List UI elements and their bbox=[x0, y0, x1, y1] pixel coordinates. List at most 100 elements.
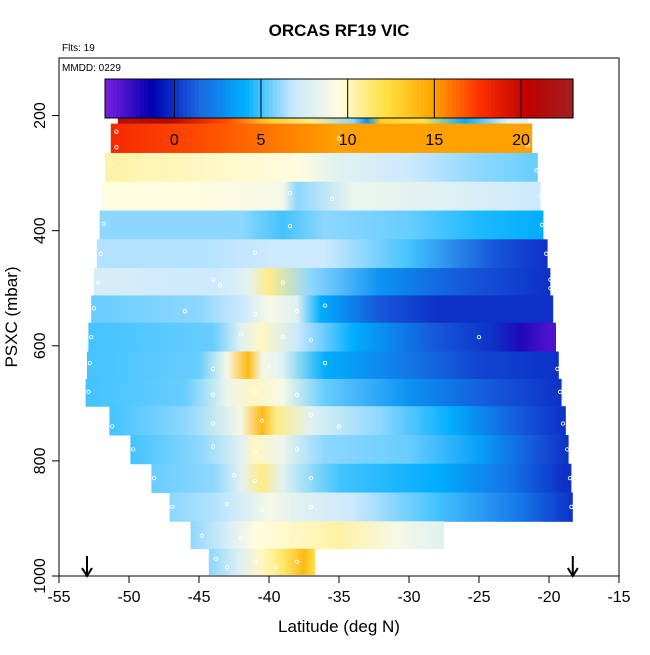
colorbar-swatch bbox=[495, 79, 500, 118]
heatmap-band bbox=[169, 492, 573, 522]
colorbar-swatch bbox=[491, 79, 496, 118]
colorbar-swatch bbox=[183, 79, 188, 118]
observation-point bbox=[322, 360, 328, 366]
colorbar-swatch bbox=[335, 79, 340, 118]
colorbar-swatch bbox=[292, 79, 297, 118]
x-tick-label: -25 bbox=[467, 589, 490, 606]
colorbar-swatch bbox=[147, 79, 153, 118]
colorbar-swatch bbox=[374, 79, 379, 118]
observation-point bbox=[569, 504, 574, 510]
colorbar-swatch bbox=[249, 79, 254, 118]
heatmap-bands bbox=[85, 93, 573, 576]
observation-point bbox=[294, 392, 300, 397]
colorbar-swatch bbox=[479, 79, 484, 118]
observation-point bbox=[294, 559, 300, 564]
colorbar-swatch bbox=[565, 79, 570, 118]
observation-point bbox=[308, 412, 314, 417]
colorbar-swatch bbox=[159, 79, 165, 118]
observation-point bbox=[548, 286, 553, 291]
observation-point bbox=[252, 250, 258, 255]
colorbar-swatch bbox=[502, 79, 508, 118]
colorbar-swatch bbox=[366, 79, 371, 118]
colorbar-tick-label: 5 bbox=[257, 132, 266, 149]
colorbar-swatch bbox=[417, 79, 422, 118]
observation-point bbox=[308, 337, 314, 343]
colorbar-swatch bbox=[167, 79, 172, 118]
colorbar-swatch bbox=[557, 79, 562, 118]
heatmap-band bbox=[91, 295, 554, 324]
heatmap-band bbox=[85, 378, 562, 407]
colorbar-swatch bbox=[303, 79, 309, 118]
colorbar-swatch bbox=[549, 79, 555, 118]
observation-point bbox=[329, 196, 335, 202]
observation-point bbox=[108, 162, 113, 167]
colorbar-swatch bbox=[471, 79, 477, 118]
y-axis-label: PSXC (mbar) bbox=[2, 266, 21, 367]
colorbar-swatch bbox=[409, 79, 414, 118]
colorbar-swatch bbox=[202, 79, 207, 118]
x-axis-label: Latitude (deg N) bbox=[278, 617, 400, 636]
colorbar-swatch bbox=[401, 79, 406, 118]
observation-point bbox=[252, 559, 258, 564]
colorbar-swatch bbox=[413, 79, 418, 118]
observation-point bbox=[336, 424, 342, 429]
colorbar-swatch bbox=[323, 79, 328, 118]
colorbar-swatch bbox=[163, 79, 168, 118]
observation-point bbox=[213, 556, 218, 561]
observation-point bbox=[476, 334, 482, 340]
colorbar-swatch bbox=[553, 79, 558, 118]
colorbar-swatch bbox=[105, 79, 110, 118]
colorbar-swatch bbox=[112, 79, 118, 118]
colorbar-swatch bbox=[405, 79, 410, 118]
colorbar-swatch bbox=[339, 79, 344, 118]
y-axis: 200 400 600 800 1000 bbox=[32, 102, 60, 594]
heatmap-band bbox=[110, 123, 533, 154]
chart-title: ORCAS RF19 VIC bbox=[269, 21, 410, 40]
y-tick-label: 800 bbox=[32, 447, 49, 474]
colorbar-swatch bbox=[124, 79, 129, 118]
colorbar-swatch bbox=[171, 79, 176, 118]
observation-point bbox=[89, 334, 94, 340]
observation-point bbox=[273, 565, 279, 570]
x-axis: -55 -50 -45 -40 -35 -30 -25 -20 -15 bbox=[47, 575, 631, 606]
colorbar-swatch bbox=[288, 79, 293, 118]
heatmap-band bbox=[87, 351, 559, 380]
colorbar-swatch bbox=[397, 79, 402, 118]
colorbar-swatch bbox=[307, 79, 313, 118]
observation-point bbox=[259, 507, 265, 512]
x-tick-label: -40 bbox=[257, 589, 280, 606]
colorbar-swatch bbox=[444, 79, 449, 118]
y-tick-label: 400 bbox=[32, 217, 49, 244]
colorbar-swatch bbox=[541, 79, 547, 118]
colorbar-swatch bbox=[537, 79, 543, 118]
colorbar-swatch bbox=[510, 79, 516, 118]
observation-point bbox=[525, 143, 531, 148]
observation-point bbox=[110, 424, 115, 429]
colorbar-swatch bbox=[428, 79, 434, 118]
observation-point bbox=[537, 193, 542, 199]
colorbar-swatch bbox=[257, 79, 262, 118]
observation-point bbox=[210, 421, 216, 426]
colorbar-swatch bbox=[311, 79, 317, 118]
colorbar-swatch bbox=[214, 79, 219, 118]
observation-point bbox=[558, 389, 563, 394]
colorbar-swatch bbox=[155, 79, 161, 118]
colorbar-swatch bbox=[132, 79, 137, 118]
colorbar-swatch bbox=[222, 79, 227, 118]
observation-point bbox=[259, 418, 265, 423]
observation-point bbox=[539, 222, 545, 228]
colorbar-swatch bbox=[237, 79, 243, 118]
colorbar-swatch bbox=[144, 79, 149, 118]
colorbar-swatch bbox=[179, 79, 184, 118]
colorbar-swatch bbox=[420, 79, 426, 118]
observation-point bbox=[294, 536, 300, 541]
colorbar-swatch bbox=[448, 79, 453, 118]
colorbar-swatch bbox=[218, 79, 223, 118]
colorbar-swatch bbox=[467, 79, 473, 118]
x-tick-label: -15 bbox=[607, 589, 630, 606]
colorbar-swatch bbox=[128, 79, 133, 118]
y-tick-label: 1000 bbox=[32, 558, 49, 594]
x-tick-label: -30 bbox=[397, 589, 420, 606]
colorbar-swatch bbox=[475, 79, 480, 118]
colorbar-swatch bbox=[506, 79, 512, 118]
